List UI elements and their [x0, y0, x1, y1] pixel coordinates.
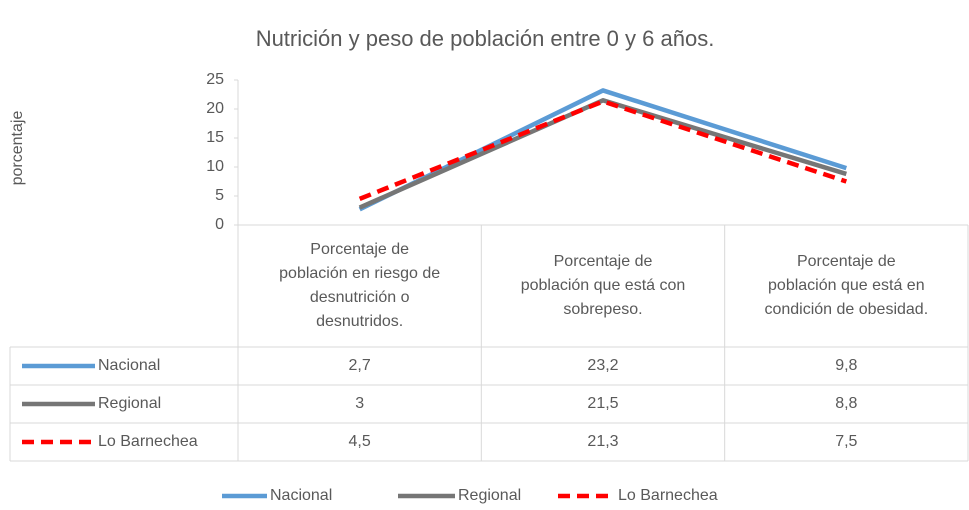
- table-value: 8,8: [835, 395, 858, 412]
- y-tick-label: 10: [206, 158, 224, 175]
- y-tick-label: 15: [206, 129, 224, 146]
- legend-label: Nacional: [270, 487, 332, 504]
- table-value: 9,8: [835, 357, 858, 374]
- y-tick-label: 25: [206, 71, 224, 88]
- y-tick-label: 0: [215, 216, 224, 233]
- table-series-name: Nacional: [98, 357, 161, 374]
- table-value: 21,5: [587, 395, 619, 412]
- chart-title: Nutrición y peso de población entre 0 y …: [256, 26, 715, 51]
- table-series-name: Regional: [98, 395, 162, 412]
- y-tick-label: 20: [206, 100, 224, 117]
- table-value: 4,5: [348, 433, 371, 450]
- category-label: Porcentaje de población que está en cond…: [764, 253, 929, 318]
- table-series-name: Lo Barnechea: [98, 433, 198, 450]
- series-line: [358, 99, 848, 201]
- series-line: [358, 98, 847, 210]
- table-value: 23,2: [587, 357, 619, 374]
- y-tick-label: 5: [215, 187, 224, 204]
- table-value: 21,3: [587, 433, 619, 450]
- y-axis-label: porcentaje: [9, 111, 26, 186]
- category-label: Porcentaje de población en riesgo de des…: [279, 241, 441, 330]
- table-value: 2,7: [348, 357, 371, 374]
- legend-label: Lo Barnechea: [618, 487, 718, 504]
- table-value: 3: [355, 395, 365, 412]
- category-label: Porcentaje de población que está con sob…: [520, 253, 686, 318]
- legend-label: Regional: [458, 487, 521, 504]
- table-value: 7,5: [835, 433, 858, 450]
